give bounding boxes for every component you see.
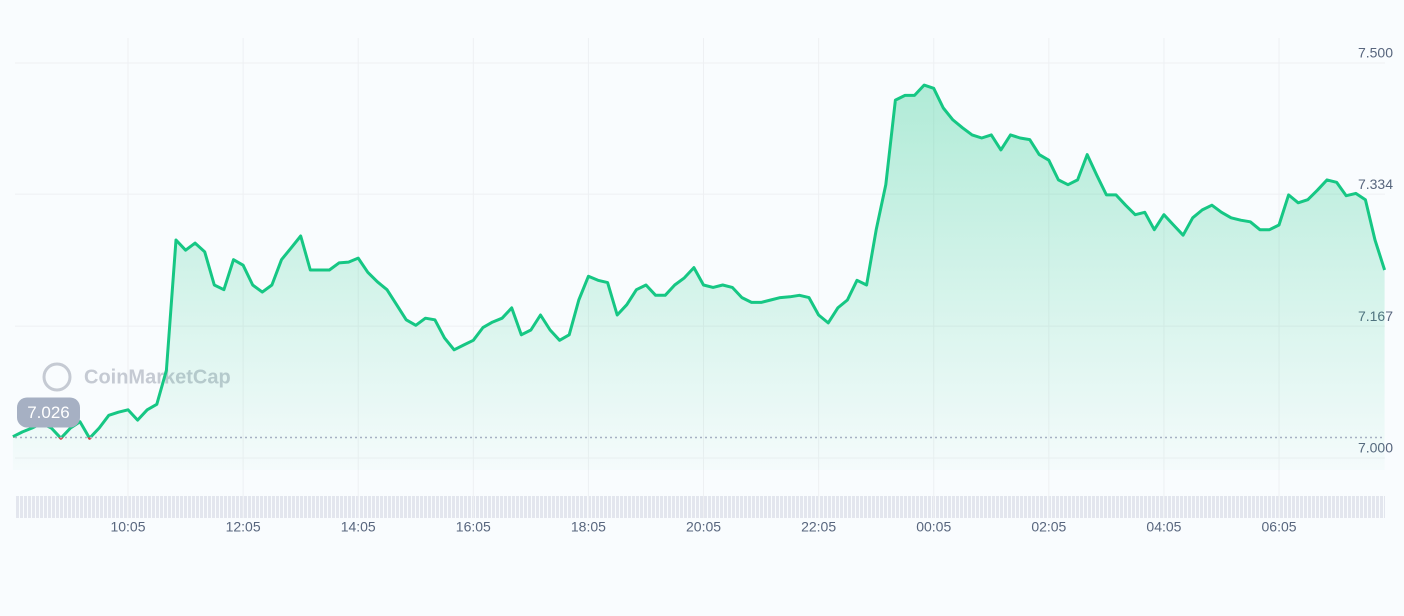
volume-band [15, 496, 1385, 518]
reference-pill [17, 397, 80, 428]
x-tick-label: 12:05 [226, 519, 261, 535]
x-tick-label: 00:05 [916, 519, 951, 535]
x-tick-label: 16:05 [456, 519, 491, 535]
x-tick-label: 04:05 [1146, 519, 1181, 535]
x-tick-label: 14:05 [341, 519, 376, 535]
reference-label: 7.026 [27, 403, 70, 422]
price-line [12, 83, 1387, 440]
y-tick-label: 7.500 [1358, 45, 1393, 61]
y-tick-label: 7.334 [1358, 176, 1393, 192]
x-tick-label: 18:05 [571, 519, 606, 535]
x-tick-label: 02:05 [1031, 519, 1066, 535]
x-tick-label: 20:05 [686, 519, 721, 535]
x-tick-label: 06:05 [1262, 519, 1297, 535]
x-tick-label: 22:05 [801, 519, 836, 535]
x-tick-label: 10:05 [110, 519, 145, 535]
